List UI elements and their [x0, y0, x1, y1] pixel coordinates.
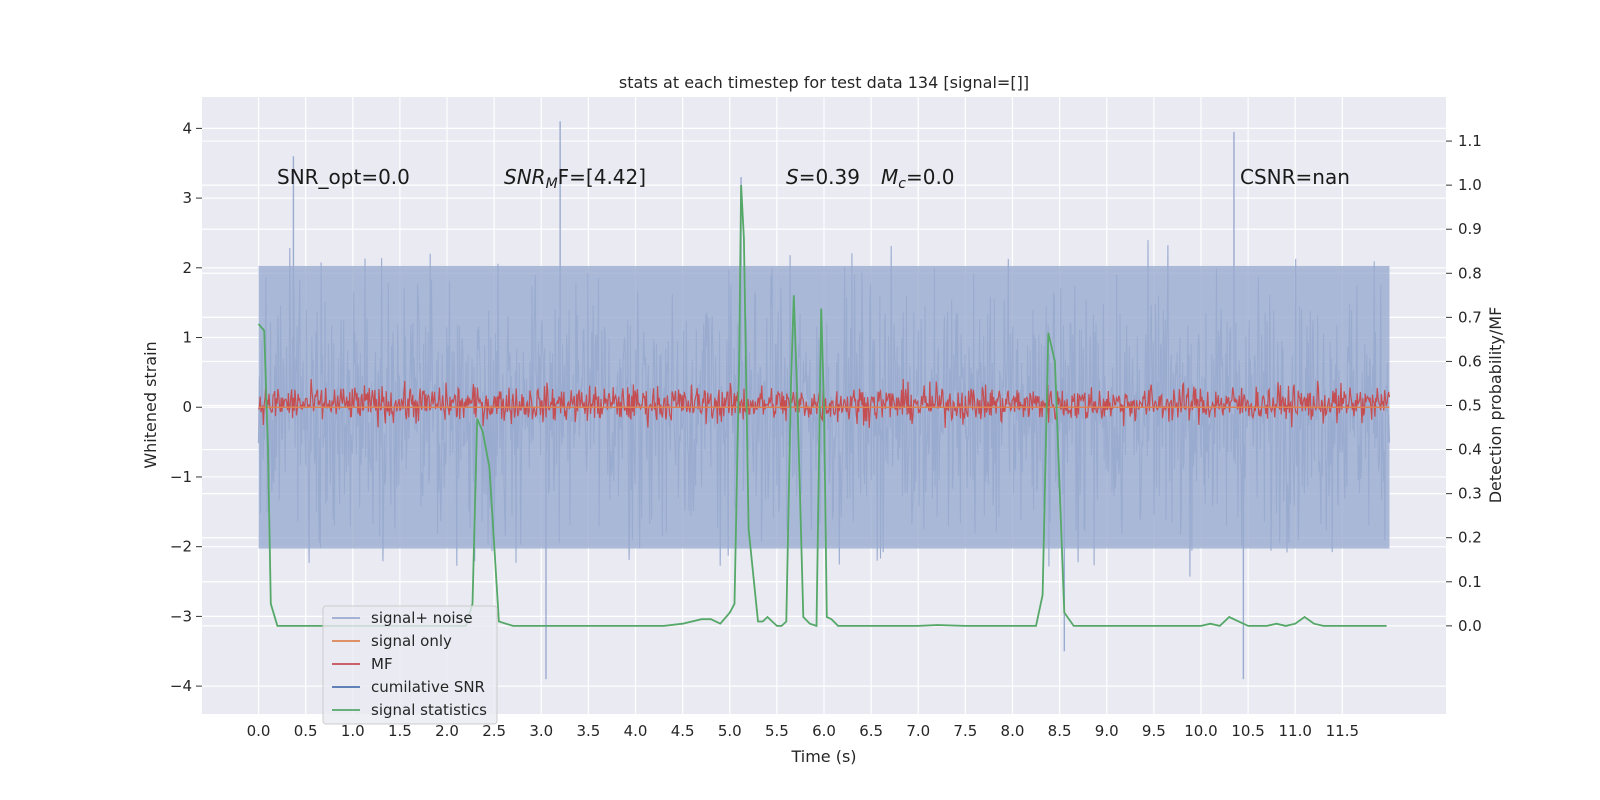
- x-tick-label: 9.5: [1142, 722, 1166, 740]
- right-tick-label: 0.2: [1458, 529, 1482, 547]
- s-stat-annotation: S=0.39: [786, 165, 860, 189]
- chart-title: stats at each timestep for test data 134…: [619, 73, 1029, 92]
- x-tick-label: 10.0: [1184, 722, 1217, 740]
- snr-opt-annotation: SNR_opt=0.0: [277, 165, 410, 189]
- snr-mf-symbol: SNR: [504, 165, 546, 189]
- right-tick-label: 1.1: [1458, 132, 1482, 150]
- y-tick-label: −4: [170, 677, 192, 695]
- x-axis-label: Time (s): [790, 747, 856, 766]
- mc-subscript: c: [898, 176, 906, 192]
- y-axis-label: Whitened strain: [141, 341, 160, 468]
- x-tick-label: 8.5: [1048, 722, 1072, 740]
- x-tick-label: 2.0: [435, 722, 459, 740]
- snr-mf-annotation: SNRMF=[4.42]: [504, 165, 646, 192]
- x-tick-label: 6.0: [812, 722, 836, 740]
- y-tick-label: 1: [182, 329, 192, 347]
- mc-symbol: M: [881, 165, 898, 189]
- snr-mf-value: F=[4.42]: [558, 165, 646, 189]
- y-tick-label: −3: [170, 607, 192, 625]
- x-tick-label: 11.5: [1326, 722, 1359, 740]
- legend-label-signal-only: signal only: [371, 632, 452, 650]
- csnr-annotation: CSNR=nan: [1240, 165, 1350, 189]
- right-tick-label: 1.0: [1458, 176, 1482, 194]
- x-tick-label: 10.5: [1231, 722, 1264, 740]
- right-tick-label: 0.1: [1458, 573, 1482, 591]
- y-tick-label: 0: [182, 398, 192, 416]
- x-tick-label: 7.0: [906, 722, 930, 740]
- legend-box: [322, 605, 498, 725]
- right-tick-label: 0.8: [1458, 264, 1482, 282]
- x-tick-label: 11.0: [1279, 722, 1312, 740]
- x-tick-label: 2.5: [482, 722, 506, 740]
- x-tick-label: 3.5: [576, 722, 600, 740]
- y-tick-label: −2: [170, 538, 192, 556]
- x-tick-label: 7.5: [953, 722, 977, 740]
- signal-statistics-series: [257, 185, 1387, 628]
- y-tick-label: −1: [170, 468, 192, 486]
- s-stat-value: =0.39: [799, 165, 860, 189]
- right-tick-label: 0.5: [1458, 397, 1482, 415]
- snr-mf-subscript: M: [546, 176, 558, 192]
- x-tick-label: 3.0: [529, 722, 553, 740]
- y-tick-label: 4: [182, 119, 192, 137]
- x-tick-label: 5.5: [765, 722, 789, 740]
- x-tick-label: 9.0: [1095, 722, 1119, 740]
- mc-value: =0.0: [906, 165, 955, 189]
- legend-label-signal-statistics: signal statistics: [371, 701, 487, 719]
- right-tick-label: 0.0: [1458, 617, 1482, 635]
- legend-label-mf: MF: [371, 655, 393, 673]
- x-axis-ticks: 0.0 0.5 1.0 1.5 2.0 2.5 3.0 3.5 4.0 4.5 5.0 5.5 6.0 6…: [247, 722, 1359, 740]
- x-tick-label: 5.0: [718, 722, 742, 740]
- x-tick-label: 1.0: [341, 722, 365, 740]
- right-tick-label: 0.3: [1458, 485, 1482, 503]
- x-tick-label: 4.0: [624, 722, 648, 740]
- x-tick-label: 1.5: [388, 722, 412, 740]
- legend: signal+ noise signal only MF cumilative …: [322, 605, 498, 725]
- right-tick-label: 0.6: [1458, 352, 1482, 370]
- right-axis-label: Detection probability/MF: [1486, 307, 1505, 504]
- x-tick-label: 4.5: [671, 722, 695, 740]
- x-tick-label: 0.0: [247, 722, 271, 740]
- right-tick-label: 0.7: [1458, 308, 1482, 326]
- right-tick-label: 0.9: [1458, 220, 1482, 238]
- legend-label-signal-noise: signal+ noise: [371, 609, 473, 627]
- x-tick-label: 0.5: [294, 722, 318, 740]
- x-tick-label: 6.5: [859, 722, 883, 740]
- x-tick-label: 8.0: [1001, 722, 1025, 740]
- right-tick-label: 0.4: [1458, 441, 1482, 459]
- legend-label-cumulative-snr: cumilative SNR: [371, 678, 485, 696]
- y-tick-label: 2: [182, 259, 192, 277]
- s-stat-symbol: S: [786, 165, 799, 189]
- y-axis-ticks: −4 −3 −2 −1 0 1 2 3 4: [170, 119, 202, 695]
- y-tick-label: 3: [182, 189, 192, 207]
- mc-annotation: Mc=0.0: [881, 165, 955, 192]
- right-axis-ticks: 0.0 0.1 0.2 0.3 0.4 0.5 0.6 0.7 0.8 0.9 1.0 1.1: [1446, 132, 1482, 635]
